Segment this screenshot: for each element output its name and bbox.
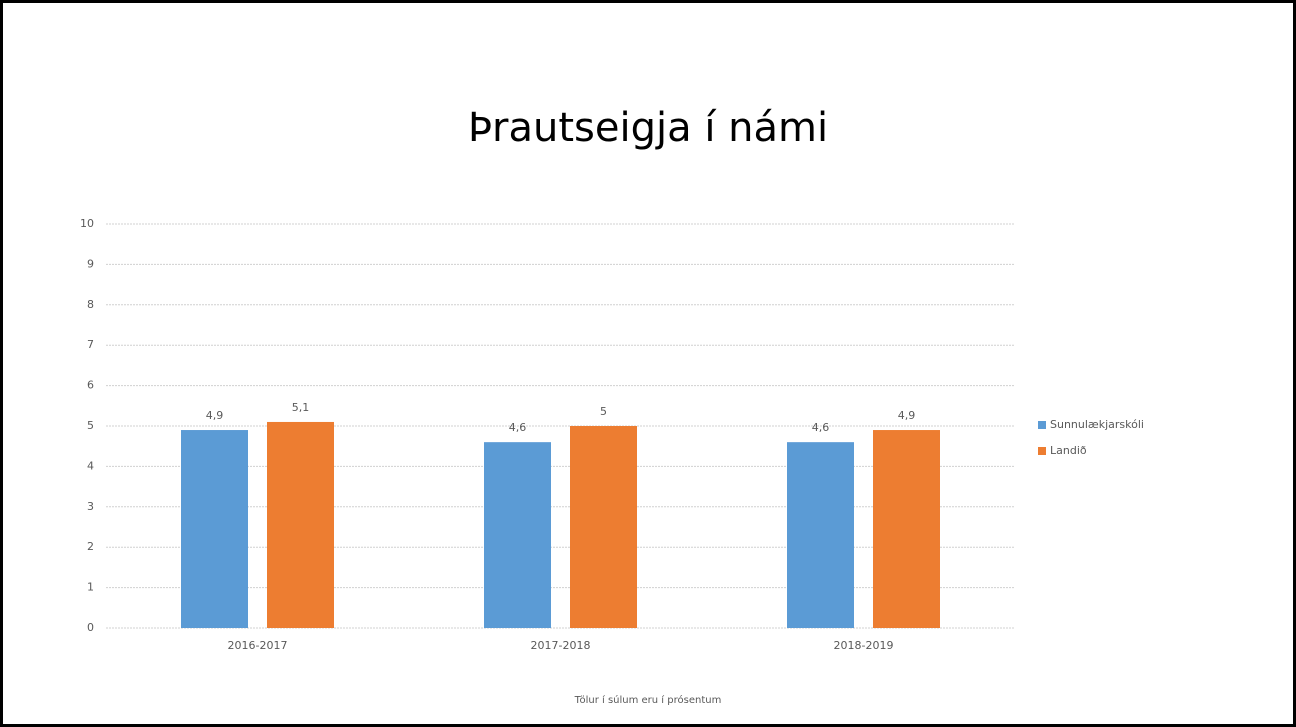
chart-title: Þrautseigja í námi [468,105,828,151]
legend-label: Sunnulækjarskóli [1050,418,1144,431]
bar [181,430,248,628]
y-tick-label: 0 [87,621,94,634]
bar [484,442,551,628]
y-tick-label: 9 [87,257,94,270]
y-tick-label: 10 [80,217,94,230]
y-tick-label: 1 [87,581,94,594]
legend-label: Landið [1050,444,1087,457]
footnote: Tölur í súlum eru í prósentum [574,694,722,706]
legend-swatch [1038,447,1046,455]
y-tick-label: 7 [87,338,94,351]
y-tick-label: 8 [87,298,94,311]
y-tick-label: 5 [87,419,94,432]
value-label: 4,9 [898,409,916,422]
bar [787,442,854,628]
bar [570,426,637,628]
value-label: 4,6 [509,421,527,434]
value-label: 4,9 [206,409,224,422]
value-label: 5 [600,405,607,418]
bar [873,430,940,628]
y-tick-label: 3 [87,500,94,513]
value-label: 4,6 [812,421,830,434]
x-tick-label: 2016-2017 [228,639,288,652]
y-tick-label: 4 [87,459,94,472]
value-label: 5,1 [292,401,310,414]
bar [267,421,334,628]
y-tick-label: 2 [87,540,94,553]
x-tick-label: 2018-2019 [834,639,894,652]
legend-swatch [1038,421,1046,429]
y-tick-label: 6 [87,379,94,392]
x-tick-label: 2017-2018 [531,639,591,652]
